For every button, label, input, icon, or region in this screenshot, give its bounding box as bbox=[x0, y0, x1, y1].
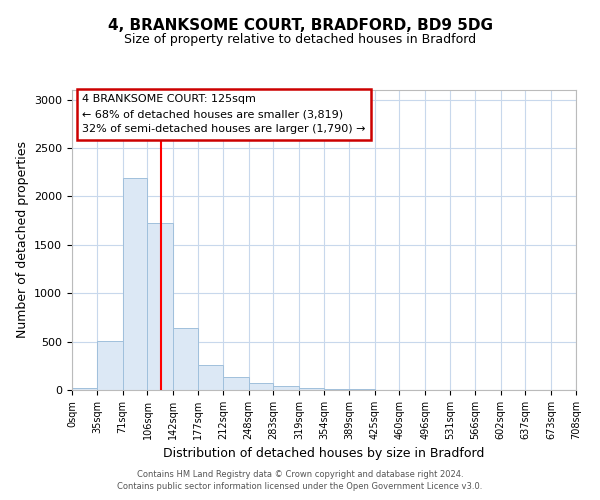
Bar bbox=[122, 178, 148, 390]
Bar bbox=[97, 340, 122, 390]
Bar bbox=[349, 389, 374, 390]
Text: Contains public sector information licensed under the Open Government Licence v3: Contains public sector information licen… bbox=[118, 482, 482, 491]
X-axis label: Distribution of detached houses by size in Bradford: Distribution of detached houses by size … bbox=[163, 448, 485, 460]
Bar bbox=[223, 378, 248, 390]
Bar bbox=[248, 383, 274, 390]
Bar bbox=[72, 388, 97, 390]
Text: 4 BRANKSOME COURT: 125sqm
← 68% of detached houses are smaller (3,819)
32% of se: 4 BRANKSOME COURT: 125sqm ← 68% of detac… bbox=[82, 94, 365, 134]
Bar bbox=[274, 386, 299, 390]
Text: 4, BRANKSOME COURT, BRADFORD, BD9 5DG: 4, BRANKSOME COURT, BRADFORD, BD9 5DG bbox=[107, 18, 493, 32]
Bar bbox=[198, 365, 223, 390]
Bar bbox=[148, 222, 173, 390]
Text: Size of property relative to detached houses in Bradford: Size of property relative to detached ho… bbox=[124, 32, 476, 46]
Y-axis label: Number of detached properties: Number of detached properties bbox=[16, 142, 29, 338]
Bar bbox=[299, 388, 324, 390]
Text: Contains HM Land Registry data © Crown copyright and database right 2024.: Contains HM Land Registry data © Crown c… bbox=[137, 470, 463, 479]
Bar bbox=[324, 388, 349, 390]
Bar bbox=[173, 328, 198, 390]
